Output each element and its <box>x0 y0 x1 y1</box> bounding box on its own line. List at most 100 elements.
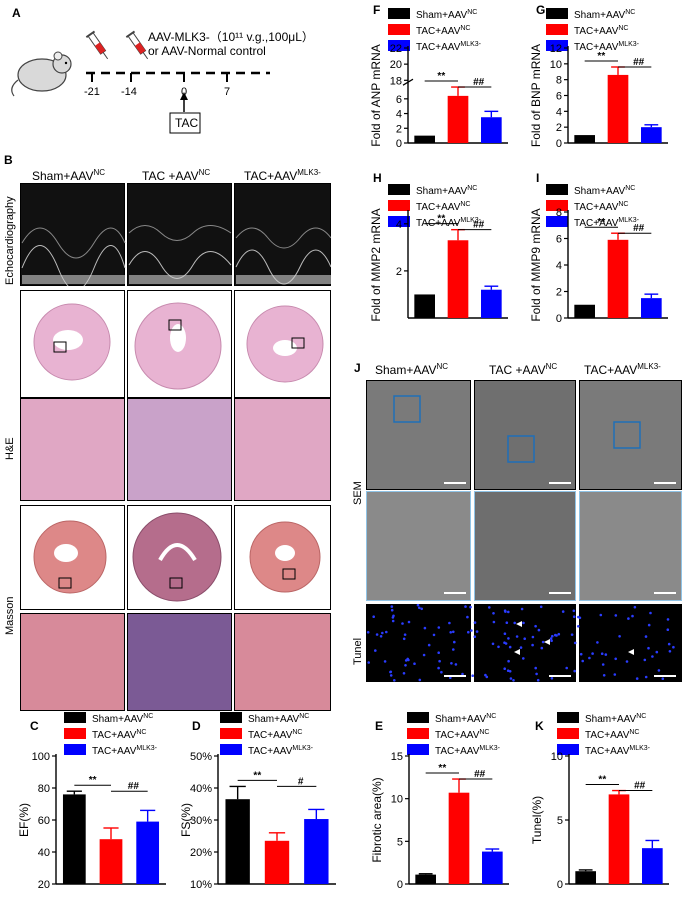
nucleus-dot <box>657 669 661 672</box>
nucleus-dot <box>667 642 671 646</box>
nucleus-dot <box>473 635 477 638</box>
nucleus-dot <box>507 659 510 663</box>
nucleus-dot <box>379 635 383 638</box>
legend-swatch <box>546 184 568 195</box>
chart-panel-g: G Sham+AAVNC TAC+AAVNC TAC+AAVMLK3- 0 2 4 6 8 10 1… <box>529 3 668 150</box>
y-tick-label: 6 <box>556 91 562 103</box>
sig-label: ## <box>473 220 485 231</box>
treatment-line-1: AAV-MLK3-（10¹¹ v.g.,100μL） <box>148 30 314 44</box>
nucleus-dot <box>522 621 525 625</box>
sem-image-sham <box>366 380 471 490</box>
bar <box>641 127 662 143</box>
legend-label: TAC+AAVNC <box>585 729 640 741</box>
y-tick-label: 20 <box>390 59 402 71</box>
y-tick-label: 0 <box>396 138 402 150</box>
nucleus-dot <box>507 610 510 614</box>
y-tick-label: 4 <box>396 219 402 231</box>
legend-label: Sham+AAVNC <box>435 713 496 725</box>
y-tick-label: 2 <box>556 287 562 299</box>
treatment-line-2: or AAV-Normal control <box>148 44 266 58</box>
nucleus-dot <box>588 656 591 660</box>
masson-zoom-image-tac <box>127 613 232 711</box>
sig-label: ## <box>128 781 140 792</box>
nucleus-dot <box>452 630 455 634</box>
nucleus-dot <box>509 677 513 680</box>
nucleus-dot <box>407 620 411 624</box>
sem-image-mlk3 <box>579 380 682 490</box>
bar <box>607 74 629 143</box>
he-zoom-image-tac <box>127 398 232 501</box>
nucleus-dot <box>420 607 423 611</box>
y-tick-label: 100 <box>32 751 50 763</box>
bar <box>136 821 160 884</box>
nucleus-dot <box>534 624 537 628</box>
sig-label: ## <box>633 57 645 68</box>
nucleus-dot <box>389 670 392 674</box>
row-label-masson: Masson <box>4 596 16 635</box>
nucleus-dot <box>596 641 599 644</box>
nucleus-dot <box>492 620 496 624</box>
bar <box>574 304 595 318</box>
nucleus-dot <box>647 646 650 650</box>
timeline-tick-label: -14 <box>121 86 137 98</box>
panel-j-letter: J <box>354 361 361 375</box>
bar <box>264 840 290 884</box>
nucleus-dot <box>513 621 516 625</box>
nucleus-dot <box>602 674 606 677</box>
legend-swatch <box>388 184 410 195</box>
bar <box>481 289 502 318</box>
arrowhead-marker <box>516 621 522 627</box>
y-tick-label: 5 <box>557 815 563 827</box>
y-tick-label: 0 <box>556 138 562 150</box>
bar <box>574 135 595 143</box>
legend-label: TAC+AAVMLK3- <box>416 41 482 53</box>
nucleus-dot <box>570 633 574 636</box>
sem-zoom-image-mlk3 <box>579 491 682 601</box>
nucleus-dot <box>668 650 672 653</box>
nucleus-dot <box>515 635 519 638</box>
legend-swatch <box>546 200 568 211</box>
nucleus-dot <box>418 606 421 610</box>
legend-label: TAC+AAVMLK3- <box>574 41 640 53</box>
nucleus-dot <box>531 643 534 647</box>
nucleus-dot <box>432 633 436 637</box>
masson-zoom-image-mlk3 <box>234 613 331 711</box>
nucleus-dot <box>614 614 618 617</box>
group-header: Sham+AAVNC <box>375 362 449 377</box>
nucleus-dot <box>461 672 464 676</box>
legend-label: TAC+AAVNC <box>574 201 629 213</box>
nucleus-dot <box>535 672 538 676</box>
tunel-nuclei <box>366 604 676 682</box>
nucleus-dot <box>366 631 370 634</box>
nucleus-dot <box>600 652 604 655</box>
masson-zoom-image-sham <box>20 613 125 711</box>
legend-swatch <box>388 8 410 19</box>
sig-label: ** <box>437 71 445 82</box>
legend-swatch <box>220 728 242 739</box>
group-header: Sham+AAVNC <box>32 168 106 183</box>
nucleus-dot <box>631 614 634 618</box>
nucleus-dot <box>452 648 455 651</box>
sem-zoom-image-sham <box>366 491 471 601</box>
legend-label: Sham+AAVNC <box>585 713 646 725</box>
bar <box>447 95 469 143</box>
nucleus-dot <box>613 673 617 676</box>
nucleus-dot <box>644 635 648 638</box>
echo-traces <box>21 225 331 286</box>
echo-image-tac <box>127 183 232 286</box>
sig-label: ** <box>253 770 261 781</box>
row-label-he: H&E <box>4 437 16 460</box>
legend-label: Sham+AAVNC <box>574 185 635 197</box>
nucleus-dot <box>550 639 553 642</box>
nucleus-dot <box>485 675 489 679</box>
panel-a-letter: A <box>12 6 21 20</box>
legend-swatch <box>557 744 579 755</box>
timeline-tick-label: -21 <box>84 86 100 98</box>
sig-label: ** <box>438 763 446 774</box>
nucleus-dot <box>383 660 387 663</box>
y-tick-label: 0 <box>557 879 563 891</box>
nucleus-dot <box>520 607 524 611</box>
nucleus-dot <box>402 672 406 675</box>
nucleus-dot <box>522 657 525 660</box>
nucleus-dot <box>450 662 453 665</box>
